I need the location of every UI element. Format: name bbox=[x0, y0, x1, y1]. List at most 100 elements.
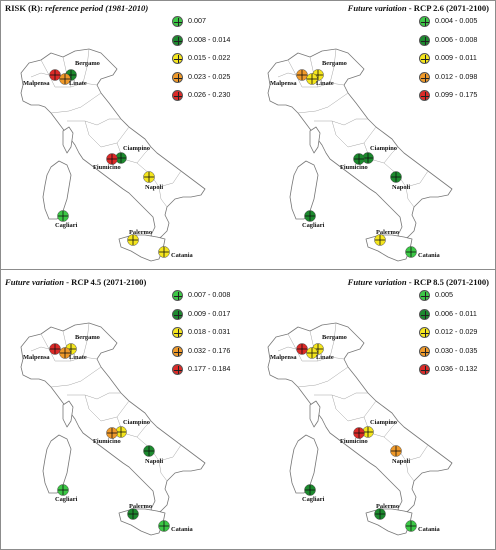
airport-label: Napoli bbox=[392, 184, 410, 191]
legend: 0.007 0.008 - 0.014 0.015 - 0.022 0.023 - 0… bbox=[172, 14, 248, 107]
legend-label: 0.018 - 0.031 bbox=[188, 327, 231, 337]
legend-marker bbox=[419, 290, 430, 301]
sicily-outline bbox=[365, 508, 413, 536]
title-italic: reference period (1981-2010) bbox=[45, 3, 149, 13]
airport-napoli: Napoli bbox=[390, 171, 410, 191]
title-italic: Future variation bbox=[347, 277, 407, 287]
airport-napoli: Napoli bbox=[143, 445, 163, 465]
legend-label: 0.030 - 0.035 bbox=[435, 345, 478, 355]
airport-label: Napoli bbox=[392, 458, 410, 465]
legend-marker bbox=[419, 71, 430, 83]
sicily-outline bbox=[365, 234, 413, 262]
legend-marker bbox=[419, 16, 430, 27]
airport-catania: Catania bbox=[158, 520, 193, 533]
title-post: - RCP 8.5 (2071-2100) bbox=[406, 277, 489, 287]
region-boundary bbox=[55, 356, 98, 362]
region-boundary bbox=[329, 48, 337, 84]
legend-marker bbox=[172, 364, 183, 376]
corsica-outline bbox=[309, 126, 321, 154]
legend-label: 0.012 - 0.098 bbox=[435, 71, 478, 81]
legend-item: 0.177 - 0.184 bbox=[172, 362, 248, 381]
airport-label: Catania bbox=[418, 526, 440, 533]
legend-item: 0.007 bbox=[172, 14, 248, 33]
airport-cagliari: Cagliari bbox=[55, 484, 78, 503]
legend-marker bbox=[172, 327, 183, 339]
legend-marker bbox=[172, 53, 183, 65]
airport-label: Ciampino bbox=[370, 145, 397, 152]
legend-label: 0.007 bbox=[188, 16, 206, 25]
airport-label: Palermo bbox=[129, 503, 152, 510]
region-boundary bbox=[50, 366, 102, 388]
airport-label: Palermo bbox=[376, 503, 399, 510]
legend-item: 0.036 - 0.132 bbox=[419, 362, 495, 381]
map-layer: Bergamo Malpensa Linate Ciampino Fiumicino Na… bbox=[20, 48, 206, 262]
region-boundary bbox=[84, 394, 102, 422]
legend-item: 0.006 - 0.011 bbox=[419, 307, 495, 326]
legend-item: 0.006 - 0.008 bbox=[419, 33, 495, 52]
legend-label: 0.007 - 0.008 bbox=[188, 290, 231, 299]
region-boundary bbox=[158, 444, 182, 462]
airport-catania: Catania bbox=[405, 246, 440, 259]
region-boundary bbox=[30, 346, 50, 352]
airport-label: Ciampino bbox=[123, 145, 150, 152]
region-boundary bbox=[84, 120, 102, 148]
sardinia-outline bbox=[42, 434, 72, 494]
legend-label: 0.099 - 0.175 bbox=[435, 90, 478, 100]
airport-fiumicino: Fiumicino bbox=[93, 153, 121, 171]
legend-marker bbox=[172, 90, 183, 102]
legend-item: 0.030 - 0.035 bbox=[419, 344, 495, 363]
airport-catania: Catania bbox=[158, 246, 193, 259]
panel-title: Future variation - RCP 2.6 (2071-2100) bbox=[348, 3, 489, 13]
legend-label: 0.006 - 0.008 bbox=[435, 34, 478, 44]
legend-item: 0.026 - 0.230 bbox=[172, 88, 248, 107]
region-boundary bbox=[136, 146, 152, 164]
airport-malpensa: Malpensa bbox=[23, 69, 61, 87]
airport-ciampino: Ciampino bbox=[115, 419, 150, 438]
airport-label: Malpensa bbox=[270, 80, 297, 87]
airport-label: Linate bbox=[69, 354, 87, 361]
legend-item: 0.099 - 0.175 bbox=[419, 88, 495, 107]
airport-linate: Linate bbox=[306, 73, 334, 87]
legend-item: 0.009 - 0.011 bbox=[419, 51, 495, 70]
airport-cagliari: Cagliari bbox=[55, 210, 78, 229]
region-boundary bbox=[277, 72, 297, 78]
airport-cagliari: Cagliari bbox=[302, 210, 325, 229]
legend-label: 0.026 - 0.230 bbox=[188, 90, 231, 100]
airport-linate: Linate bbox=[59, 73, 87, 87]
legend-marker bbox=[172, 290, 183, 301]
airport-label: Bergamo bbox=[322, 60, 347, 67]
mainland-outline bbox=[267, 322, 453, 516]
airport-label: Cagliari bbox=[302, 222, 325, 229]
legend-marker bbox=[419, 53, 430, 65]
airport-label: Napoli bbox=[145, 458, 163, 465]
airport-label: Ciampino bbox=[123, 419, 150, 426]
legend-item: 0.004 - 0.005 bbox=[419, 14, 495, 33]
airport-fiumicino: Fiumicino bbox=[340, 153, 368, 171]
airport-label: Cagliari bbox=[55, 496, 78, 503]
legend-marker bbox=[419, 364, 430, 376]
italy-map: Bergamo Malpensa Linate Ciampino Fiumicino Na… bbox=[267, 322, 453, 536]
airport-label: Ciampino bbox=[370, 419, 397, 426]
legend-label: 0.005 bbox=[435, 290, 453, 299]
airport-linate: Linate bbox=[59, 347, 87, 361]
legend-marker bbox=[172, 34, 183, 46]
airport-malpensa: Malpensa bbox=[23, 343, 61, 361]
legend-item: 0.009 - 0.017 bbox=[172, 307, 248, 326]
region-boundary bbox=[343, 118, 368, 126]
airport-label: Linate bbox=[316, 80, 334, 87]
italy-map: Bergamo Malpensa Linate Ciampino Fiumicino Na… bbox=[267, 48, 453, 262]
panel-title: RISK (R): reference period (1981-2010) bbox=[5, 3, 148, 13]
sardinia-outline bbox=[42, 160, 72, 220]
airport-label: Catania bbox=[171, 526, 193, 533]
legend-label: 0.009 - 0.011 bbox=[435, 53, 477, 63]
airport-napoli: Napoli bbox=[143, 171, 163, 191]
airport-label: Linate bbox=[316, 354, 334, 361]
region-boundary bbox=[383, 420, 399, 438]
legend-label: 0.036 - 0.132 bbox=[435, 364, 478, 374]
panel-rcp85: Bergamo Malpensa Linate Ciampino Fiumicino Na… bbox=[248, 275, 495, 549]
sicily-outline bbox=[118, 234, 166, 262]
airport-label: Palermo bbox=[376, 229, 399, 236]
legend-label: 0.012 - 0.029 bbox=[435, 327, 478, 337]
region-boundary bbox=[96, 392, 121, 400]
region-boundary bbox=[30, 72, 50, 78]
